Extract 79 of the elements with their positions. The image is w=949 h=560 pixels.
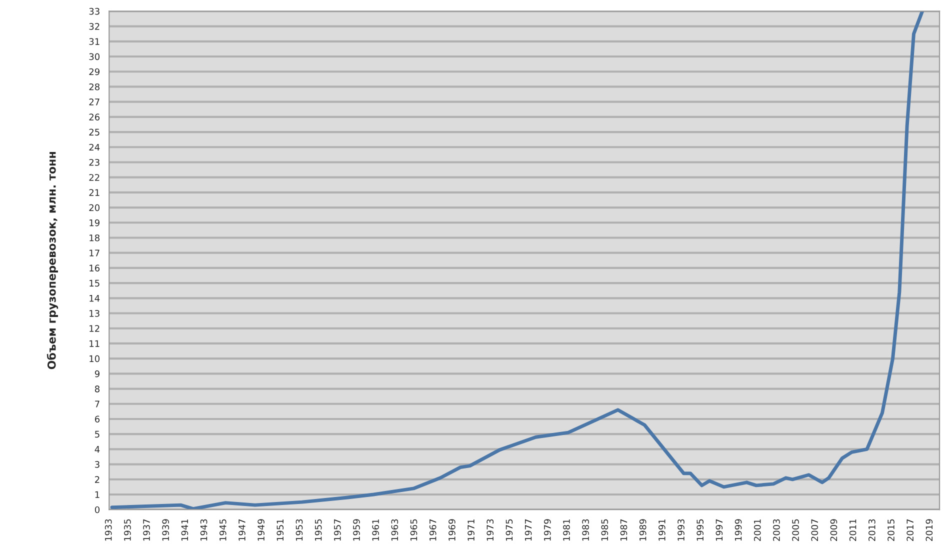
y-axis-title: Объем грузоперевозок, млн. тонн [46,152,58,370]
y-tick-label: 1 [95,491,100,498]
y-tick-label: 33 [89,8,100,15]
x-tick-label: 1995 [696,519,704,541]
x-tick-label: 1983 [582,519,589,541]
y-tick-label: 26 [89,114,100,120]
x-tick-label: 1939 [162,519,170,541]
x-tick-label: 2013 [868,519,876,541]
x-tick-label: 2007 [811,519,818,541]
y-tick-label: 21 [89,189,100,196]
y-tick-label: 4 [94,446,100,453]
x-tick-label: 2009 [830,519,838,541]
x-tick-label: 1955 [314,519,322,541]
x-tick-label: 1991 [658,519,666,541]
x-tick-label: 1999 [734,519,742,541]
y-tick-label: 20 [89,204,100,212]
y-tick-label: 19 [90,219,100,226]
y-tick-label: 32 [89,23,100,30]
y-tick-label: 3 [95,461,100,468]
y-tick-label: 7 [95,400,100,408]
y-tick-label: 14 [90,295,100,302]
y-tick-label: 23 [89,158,100,166]
x-tick-label: 1965 [410,519,418,541]
x-tick-label: 2015 [888,519,894,541]
x-tick-label: 1979 [544,519,551,541]
y-tick-label: 12 [90,325,100,332]
y-tick-label: 30 [89,53,100,60]
x-tick-label: 2019 [926,519,933,541]
x-tick-label: 1967 [429,519,436,541]
y-tick-label: 10 [90,355,100,362]
x-tick-label: 1973 [486,519,494,541]
x-tick-label: 2001 [754,519,761,541]
x-tick-label: 1977 [524,519,532,541]
x-tick-label: 1943 [200,519,208,541]
y-tick-label: 2 [95,476,100,483]
x-tick-label: 1937 [143,519,150,541]
x-tick-label: 1949 [258,519,264,541]
y-tick-label: 0 [94,506,100,514]
y-tick-label: 31 [89,38,100,45]
y-tick-label: 18 [90,234,100,242]
x-tick-label: 2005 [792,519,799,541]
y-tick-label: 22 [89,174,100,181]
x-tick-label: 1951 [276,519,284,541]
y-tick-label: 9 [94,370,100,378]
x-tick-label: 1947 [238,519,246,541]
x-tick-label: 2017 [906,519,914,541]
x-tick-label: 1985 [601,519,608,541]
y-tick-label: 25 [89,128,100,136]
x-tick-label: 1959 [353,519,360,541]
y-tick-label: 15 [90,280,100,287]
y-tick-label: 13 [90,310,100,317]
x-tick-label: 1987 [620,519,628,541]
x-tick-label: 1971 [468,519,474,541]
x-tick-label: 1989 [639,519,646,541]
x-tick-label: 2011 [849,519,856,541]
x-tick-label: 1961 [372,519,379,541]
y-tick-label: 24 [89,144,100,151]
x-tick-label: 1953 [296,519,303,541]
y-tick-label: 17 [90,250,100,256]
y-tick-label: 6 [94,416,100,423]
x-tick-label: 1933 [104,519,112,541]
y-tick-label: 16 [90,264,100,272]
y-tick-label: 27 [89,98,100,106]
x-tick-label: 1981 [563,519,570,541]
x-tick-label: 1969 [448,519,456,541]
x-tick-label: 1993 [678,519,684,541]
x-tick-label: 1997 [716,519,723,541]
x-tick-label: 2003 [773,519,780,541]
y-tick-label: 11 [90,340,100,347]
x-tick-label: 1963 [391,519,398,541]
y-tick-label: 29 [89,68,100,76]
y-tick-label: 5 [95,430,100,438]
x-tick-label: 1975 [506,519,513,541]
y-tick-label: 8 [94,386,100,392]
y-tick-label: 28 [89,83,100,90]
x-tick-label: 1957 [334,519,341,541]
x-tick-label: 1935 [124,519,131,541]
x-tick-label: 1941 [181,519,188,541]
x-tick-label: 1945 [219,519,226,541]
